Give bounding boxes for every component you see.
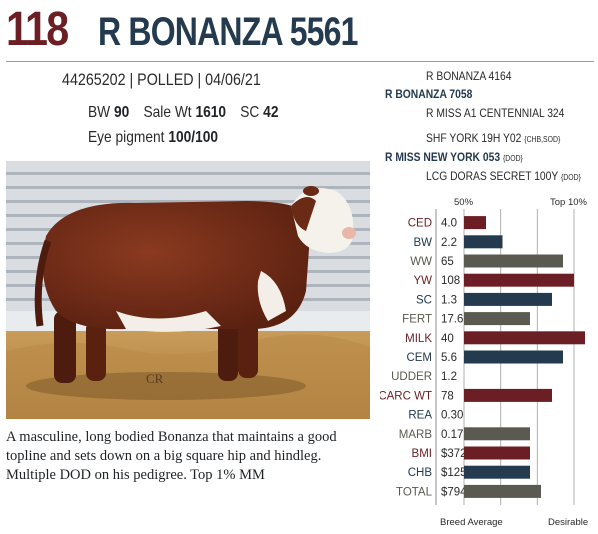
trait-value: 78 (441, 390, 454, 402)
trait-bar (464, 273, 574, 287)
trait-label: WW (410, 256, 432, 268)
pedigree-sire-sire: R BONANZA 4164 (426, 69, 512, 83)
dam-sire-tag: {CHB,SOD} (524, 135, 561, 144)
trait-label: BMI (412, 448, 432, 460)
trait-value: 2.2 (441, 237, 457, 249)
trait-bar (464, 388, 552, 402)
epd-bars-svg: CED 4.0 BW 2.2 WW 65 YW 108 SC 1.3 FERT 17.6 MILK 40 C… (380, 209, 585, 505)
sc-label: SC (240, 104, 260, 121)
trait-value: 17.6 (441, 314, 463, 326)
bw-value: 90 (114, 104, 130, 121)
trait-label: FERT (402, 314, 432, 326)
trait-bar (464, 235, 503, 249)
trait-label: SC (416, 294, 432, 306)
trait-bar (464, 465, 530, 479)
trait-bar (464, 331, 585, 345)
dam-dam-name: LCG DORAS SECRET 100Y (426, 169, 559, 183)
dam-name: R MISS NEW YORK 053 (385, 150, 501, 164)
bw-label: BW (88, 104, 111, 121)
trait-label: CARC WT (380, 390, 432, 402)
eye-pigment-line: Eye pigment 100/100 (88, 129, 218, 147)
pedigree-dam-dam: LCG DORAS SECRET 100Y {DOD} (426, 169, 581, 183)
trait-value: 1.3 (441, 294, 457, 306)
bull-photo-illustration: CR (6, 161, 370, 419)
trait-value: $125 (441, 467, 467, 479)
trait-label: MILK (405, 333, 432, 345)
trait-value: 1.2 (441, 371, 457, 383)
dam-sire-name: SHF YORK 19H Y02 (426, 131, 522, 145)
bull-description: A masculine, long bodied Bonanza that ma… (6, 429, 337, 483)
trait-label: CHB (408, 467, 433, 479)
trait-label: MARB (399, 429, 433, 441)
trait-bar (464, 446, 530, 460)
axis-label-desirable: Desirable (548, 517, 589, 528)
trait-value: 108 (441, 275, 460, 287)
trait-bar (464, 292, 552, 306)
pedigree-sire: R BONANZA 7058 (385, 87, 473, 101)
trait-value: 5.6 (441, 352, 457, 364)
epd-chart: 50% Top 10% CED 4.0 BW 2.2 WW 65 YW 108 SC 1.3 FER… (380, 197, 592, 533)
registration-line: 44265202 | POLLED | 04/06/21 (62, 70, 261, 89)
trait-bar (464, 254, 563, 268)
trait-label: UDDER (391, 371, 432, 383)
header-divider (6, 61, 594, 62)
lot-number: 118 (6, 3, 69, 56)
trait-value: 0.17 (441, 429, 463, 441)
trait-value: 0.30 (441, 410, 463, 422)
trait-label: REA (408, 410, 432, 422)
dam-dam-tag: {DOD} (560, 173, 581, 182)
sale-wt-value: 1610 (195, 104, 227, 121)
trait-value: 65 (441, 256, 454, 268)
trait-label: YW (413, 275, 432, 287)
trait-label: CEM (406, 352, 432, 364)
axis-label-breed-average: Breed Average (440, 517, 503, 528)
trait-bar (464, 216, 486, 230)
trait-label: TOTAL (396, 486, 433, 498)
trait-value: 40 (441, 333, 454, 345)
eye-pigment-value: 100/100 (168, 129, 219, 146)
weights-line: BW 90 Sale Wt 1610 SC 42 (88, 104, 278, 122)
trait-value: 4.0 (441, 218, 457, 230)
eye-pigment-label: Eye pigment (88, 129, 165, 146)
axis-label-50pct: 50% (454, 197, 474, 208)
bull-photo: CR (6, 161, 370, 419)
trait-bar (464, 350, 563, 364)
pedigree-dam-sire: SHF YORK 19H Y02 {CHB,SOD} (426, 131, 560, 145)
trait-value: $794 (441, 486, 467, 498)
dam-tag: {DOD} (502, 154, 523, 163)
sale-wt-label: Sale Wt (143, 104, 192, 121)
sc-value: 42 (263, 104, 279, 121)
pedigree-dam: R MISS NEW YORK 053 {DOD} (385, 150, 523, 164)
trait-label: BW (413, 237, 432, 249)
trait-bar (464, 427, 530, 441)
trait-bar (464, 312, 530, 326)
trait-label: CED (408, 218, 432, 230)
bull-name: R BONANZA 5561 (98, 10, 358, 54)
pedigree-sire-dam: R MISS A1 CENTENNIAL 324 (426, 106, 565, 120)
axis-label-top10: Top 10% (550, 197, 587, 208)
trait-value: $372 (441, 448, 467, 460)
trait-bar (464, 484, 541, 498)
photo-watermark: CR (146, 371, 164, 386)
